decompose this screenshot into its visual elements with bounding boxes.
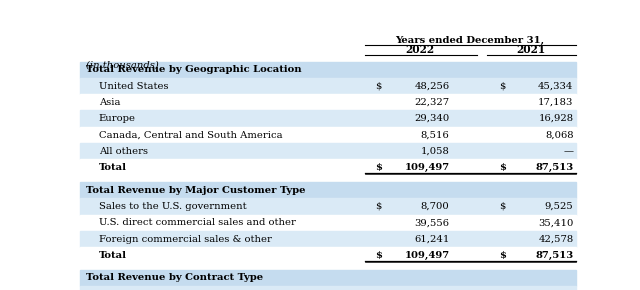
Text: $: $ (499, 163, 506, 172)
Text: —: — (564, 147, 573, 156)
Text: $: $ (499, 251, 506, 260)
Text: $: $ (499, 81, 506, 90)
Text: United States: United States (99, 81, 168, 90)
Text: Total: Total (99, 163, 127, 172)
Bar (80, 94, 576, 110)
Text: 35,410: 35,410 (538, 218, 573, 227)
Text: 16,928: 16,928 (538, 114, 573, 123)
Text: Asia: Asia (99, 98, 120, 107)
Text: Europe: Europe (99, 114, 136, 123)
Text: Canada, Central and South America: Canada, Central and South America (99, 130, 282, 139)
Text: 9,525: 9,525 (545, 202, 573, 211)
Text: $: $ (499, 202, 506, 211)
Text: $: $ (375, 163, 382, 172)
Text: 2022: 2022 (405, 44, 435, 55)
Bar (80, 270, 576, 286)
Text: (in thousands): (in thousands) (86, 61, 159, 70)
Bar (80, 78, 576, 94)
Text: 8,700: 8,700 (420, 202, 449, 211)
Bar (80, 286, 576, 290)
Text: Foreign commercial sales & other: Foreign commercial sales & other (99, 235, 272, 244)
Text: 2021: 2021 (516, 44, 546, 55)
Bar (80, 198, 576, 215)
Text: 39,556: 39,556 (415, 218, 449, 227)
Text: 61,241: 61,241 (414, 235, 449, 244)
Text: Total Revenue by Geographic Location: Total Revenue by Geographic Location (86, 65, 301, 74)
Text: 48,256: 48,256 (414, 81, 449, 90)
Text: 45,334: 45,334 (538, 81, 573, 90)
Text: $: $ (375, 202, 381, 211)
Text: 22,327: 22,327 (414, 98, 449, 107)
Text: $: $ (375, 251, 382, 260)
Bar (80, 143, 576, 160)
Bar (80, 127, 576, 143)
Text: U.S. direct commercial sales and other: U.S. direct commercial sales and other (99, 218, 296, 227)
Text: 1,058: 1,058 (420, 147, 449, 156)
Text: Total: Total (99, 251, 127, 260)
Text: Total Revenue by Major Customer Type: Total Revenue by Major Customer Type (86, 186, 305, 195)
Text: 87,513: 87,513 (535, 163, 573, 172)
Text: 109,497: 109,497 (404, 251, 449, 260)
Text: Years ended December 31,: Years ended December 31, (395, 36, 544, 45)
Text: 8,516: 8,516 (420, 130, 449, 139)
Bar (80, 215, 576, 231)
Text: Total Revenue by Contract Type: Total Revenue by Contract Type (86, 273, 263, 282)
Text: 17,183: 17,183 (538, 98, 573, 107)
Bar (80, 182, 576, 198)
Bar (80, 110, 576, 127)
Bar (80, 61, 576, 78)
Text: 87,513: 87,513 (535, 251, 573, 260)
Text: $: $ (375, 81, 381, 90)
Text: 29,340: 29,340 (414, 114, 449, 123)
Text: All others: All others (99, 147, 148, 156)
Text: 109,497: 109,497 (404, 163, 449, 172)
Text: 8,068: 8,068 (545, 130, 573, 139)
Bar (80, 231, 576, 247)
Text: 42,578: 42,578 (538, 235, 573, 244)
Text: Sales to the U.S. government: Sales to the U.S. government (99, 202, 246, 211)
Bar (80, 160, 576, 176)
Bar (80, 247, 576, 263)
